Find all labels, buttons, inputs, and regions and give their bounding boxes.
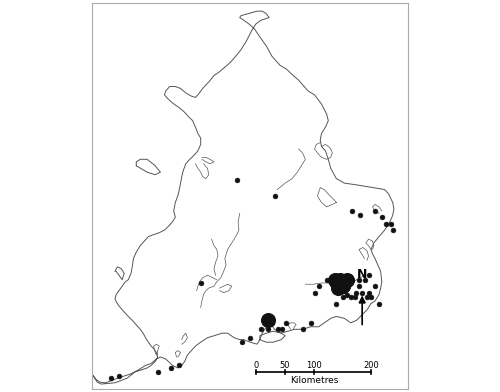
Point xyxy=(274,326,282,332)
Point xyxy=(246,334,254,341)
Point xyxy=(388,227,396,233)
Point xyxy=(371,283,379,289)
Point xyxy=(298,326,306,332)
Point xyxy=(348,277,356,283)
Text: 100: 100 xyxy=(306,361,322,370)
Point xyxy=(306,320,314,326)
Point xyxy=(360,277,368,283)
Point xyxy=(352,289,360,296)
Point xyxy=(168,365,175,371)
Point xyxy=(115,373,123,379)
Point xyxy=(264,317,272,323)
Point xyxy=(336,288,344,294)
Point xyxy=(367,294,375,300)
Point xyxy=(332,300,340,307)
Point xyxy=(154,369,162,375)
Point xyxy=(257,326,265,332)
Text: Kilometres: Kilometres xyxy=(290,376,338,385)
Point xyxy=(339,294,347,300)
Point xyxy=(278,326,286,332)
Point xyxy=(344,283,352,289)
Point xyxy=(355,277,363,283)
Point xyxy=(324,277,332,283)
Point xyxy=(238,339,246,345)
Point xyxy=(334,285,342,291)
Point xyxy=(330,277,338,283)
Point xyxy=(382,221,390,227)
Text: N: N xyxy=(357,268,368,281)
Point xyxy=(107,375,115,381)
Point xyxy=(310,289,318,296)
Point xyxy=(387,221,395,227)
Point xyxy=(314,283,322,289)
Point xyxy=(268,320,276,326)
Point xyxy=(378,214,386,220)
Point xyxy=(358,289,366,296)
Point xyxy=(328,281,336,287)
Point xyxy=(282,320,290,326)
Point xyxy=(339,283,347,289)
Text: 200: 200 xyxy=(364,361,379,370)
Point xyxy=(364,272,372,278)
Text: 50: 50 xyxy=(280,361,290,370)
Point xyxy=(348,208,356,214)
Text: 0: 0 xyxy=(254,361,259,370)
Point xyxy=(375,300,383,307)
Point xyxy=(356,212,364,218)
Point xyxy=(271,193,279,199)
Point xyxy=(336,277,344,283)
Point xyxy=(343,277,351,283)
Point xyxy=(351,294,359,300)
Point xyxy=(363,294,371,300)
Point xyxy=(176,362,184,368)
Point xyxy=(371,208,379,214)
Point xyxy=(343,291,351,298)
Point xyxy=(264,326,272,332)
Point xyxy=(196,280,204,286)
Point xyxy=(233,177,241,183)
Point xyxy=(347,294,355,300)
Point xyxy=(364,289,372,296)
Point xyxy=(332,281,340,287)
Point xyxy=(355,283,363,289)
Point xyxy=(340,288,348,294)
